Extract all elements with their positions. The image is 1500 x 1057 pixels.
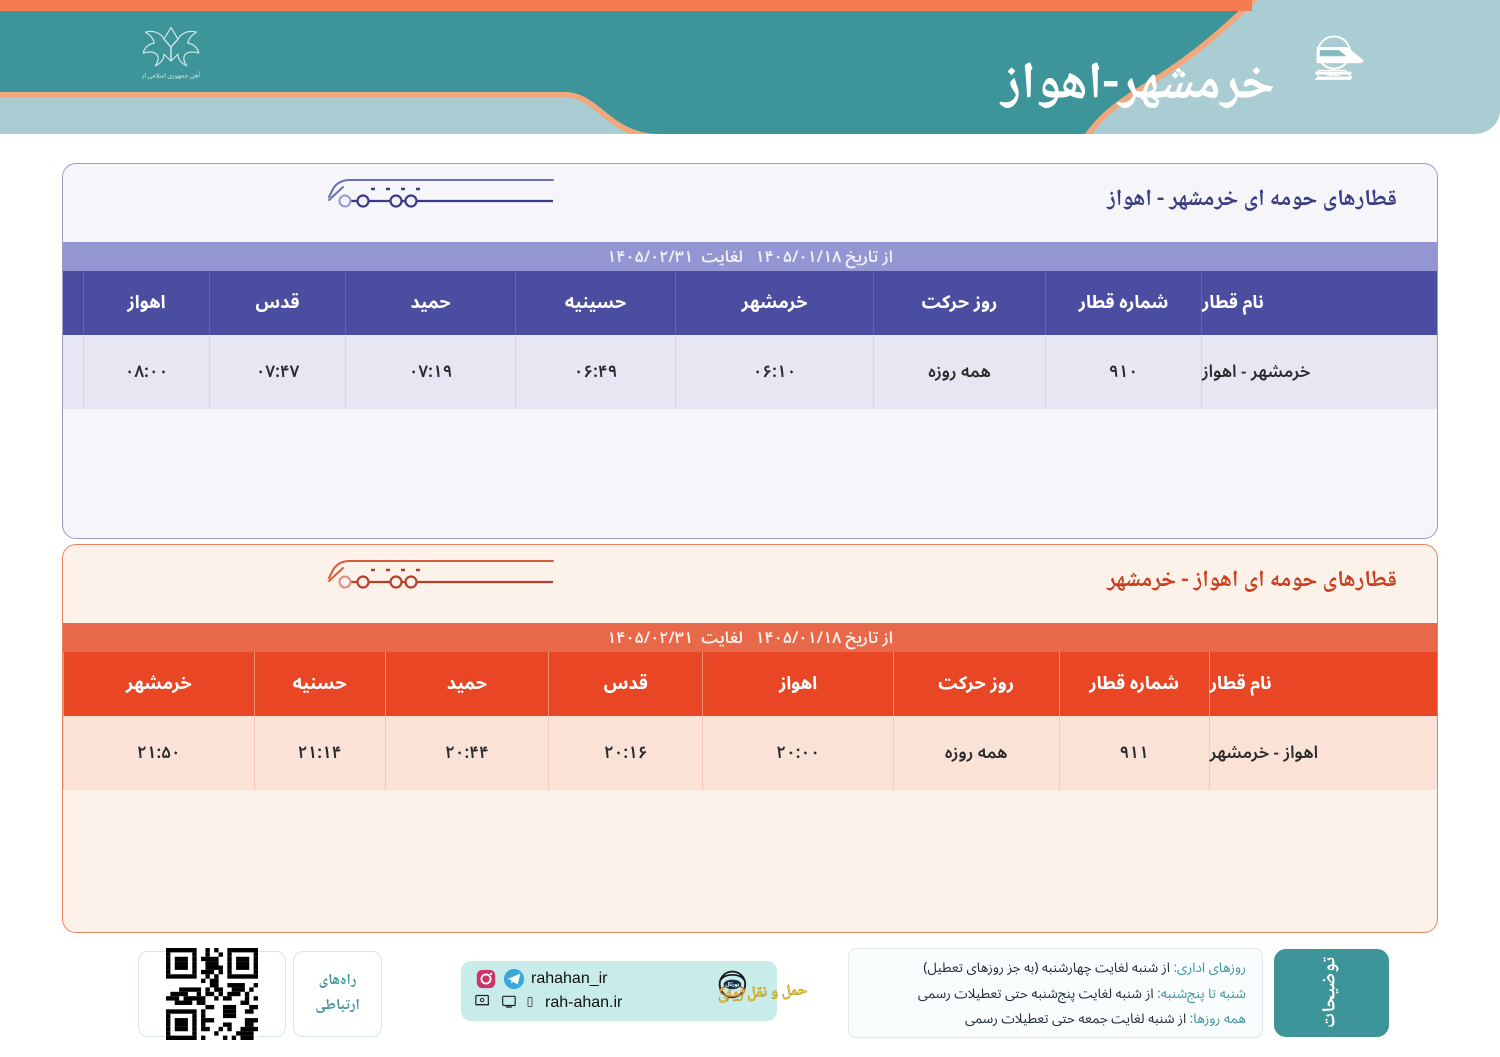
svg-text:پورتال: پورتال (725, 979, 739, 990)
svg-text:حومه: حومه (1325, 67, 1342, 82)
svg-text:راه آهن جمهوری اسلامی ایران: راه آهن جمهوری اسلامی ایران (142, 68, 200, 82)
